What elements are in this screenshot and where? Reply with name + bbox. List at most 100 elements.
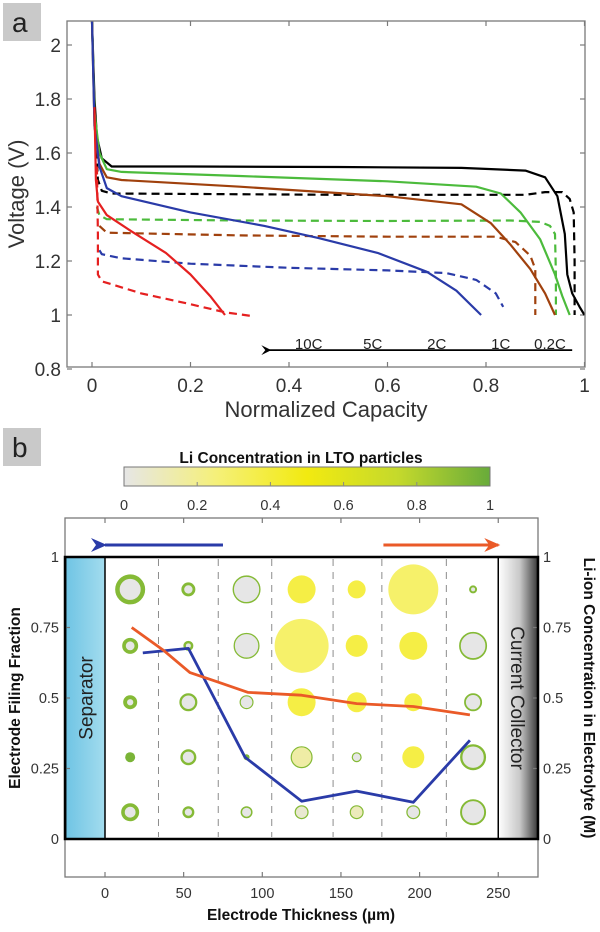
series-line-10c-dashed	[95, 166, 255, 318]
y-tick-label: 0.8	[35, 360, 61, 381]
x-tick-label: 0	[87, 376, 98, 397]
panel-a-label-box	[3, 3, 41, 41]
particle-core-shell	[349, 805, 364, 820]
panel-b-ticks: 0 50 100 150 200 250 0 0 0.25 0.25 0.5 0.5 0.75 0.75 1…	[31, 518, 571, 902]
x-tick-label: 0.4	[276, 376, 303, 397]
colorbar-tick-label: 0.4	[260, 498, 280, 514]
panel-b: b Li Concentration in LTO particles 0 0.2…	[3, 428, 597, 924]
series-line-5c-dashed	[98, 249, 505, 308]
panel-a-axes-box	[66, 20, 586, 368]
panel-b-ylabel-right: Li-ion Concentration in Electrolyte (M)	[580, 558, 597, 839]
particle-core-shell	[233, 632, 260, 659]
x-tick-label: 150	[329, 886, 353, 902]
series-line-0-2c-solid	[90, 20, 586, 316]
y-tick-label-left: 0.75	[31, 621, 59, 637]
series-line-10c-solid	[93, 107, 226, 316]
y-tick-label-right: 0.5	[543, 691, 563, 707]
panel-b-xlabel: Electrode Thickness (µm)	[207, 907, 395, 924]
y-tick-label-right: 0.75	[543, 621, 571, 637]
particle-core-shell	[464, 693, 483, 712]
particle-core-shell	[459, 631, 488, 660]
particle-core-shell	[232, 575, 261, 604]
particle-partially-lithiated	[274, 618, 329, 673]
particle-core-shell	[115, 574, 146, 605]
particle-core-shell	[179, 693, 198, 712]
y-tick-label: 1.6	[35, 144, 61, 165]
series-line-1c-dashed	[95, 206, 557, 315]
panel-a: a 0 0.2 0.4 0.6 0.8 1 0.8 1 1.2 1.4 1.6 1.8 2 Voltag…	[3, 3, 590, 422]
x-tick-label: 200	[407, 886, 431, 902]
colorbar-tick-label: 1	[486, 498, 494, 514]
concentration-line-orange	[130, 626, 471, 717]
colorbar	[123, 466, 491, 487]
rate-label: 10C	[295, 336, 323, 353]
particle-core-shell	[294, 805, 309, 820]
y-tick-label: 2	[50, 36, 61, 57]
particle-core-shell	[121, 803, 140, 822]
y-tick-label: 1.2	[35, 252, 61, 273]
series-line-1c-solid	[90, 20, 571, 316]
particle-partially-lithiated	[287, 575, 316, 604]
concentration-line-blue	[142, 647, 471, 804]
y-tick-label-left: 0.5	[39, 691, 59, 707]
colorbar-tick-label: 0	[120, 498, 128, 514]
colorbar-tick-label: 0.6	[334, 498, 354, 514]
y-tick-label-right: 0.25	[543, 762, 571, 778]
particle-core-shell	[290, 746, 313, 769]
colorbar-title: Li Concentration in LTO particles	[179, 450, 422, 467]
x-tick-label: 100	[250, 886, 274, 902]
particle-core-shell	[351, 752, 362, 763]
series-line-2c-dashed	[98, 225, 537, 315]
panel-b-regions: Separator Current Collector	[64, 556, 539, 840]
particle-partially-lithiated	[399, 631, 428, 660]
particle-partially-lithiated	[345, 634, 368, 657]
panel-b-ylabel-left: Electrode Filing Fraction	[7, 607, 24, 789]
x-tick-label: 0	[101, 886, 109, 902]
particle-core-shell	[123, 695, 138, 710]
particle-lithiated	[125, 752, 136, 763]
y-tick-label: 1.8	[35, 90, 61, 111]
particle-core-shell	[180, 749, 197, 766]
particle-partially-lithiated	[347, 580, 366, 599]
x-tick-label: 0.6	[374, 376, 400, 397]
particle-core-shell	[406, 805, 421, 820]
particle-core-shell	[122, 637, 139, 654]
colorbar-tick-label: 0.8	[407, 498, 427, 514]
particle-partially-lithiated	[388, 564, 439, 615]
rate-label: 0.2C	[534, 336, 566, 353]
particle-partially-lithiated	[287, 688, 316, 717]
panel-a-xlabel: Normalized Capacity	[225, 397, 428, 422]
particle-core-shell	[469, 585, 478, 594]
y-tick-label-left: 1	[51, 550, 59, 566]
series-line-5c-solid	[90, 20, 482, 316]
y-tick-label: 1	[50, 306, 61, 327]
panel-a-ylabel: Voltage (V)	[4, 140, 29, 249]
x-tick-label: 1	[579, 376, 590, 397]
current-collector-label: Current Collector	[506, 626, 527, 770]
panel-a-series	[90, 20, 586, 318]
electrode-box	[63, 555, 540, 841]
particle-core-shell	[239, 695, 254, 710]
y-tick-label-right: 0	[543, 832, 551, 848]
y-tick-label-left: 0.25	[31, 762, 59, 778]
panel-b-series	[130, 626, 471, 804]
particle-core-shell	[460, 744, 487, 771]
panel-b-label-box	[3, 428, 41, 466]
rate-label: 1C	[491, 336, 510, 353]
x-tick-label: 0.8	[473, 376, 499, 397]
x-tick-label: 50	[176, 886, 192, 902]
x-tick-label: 250	[486, 886, 510, 902]
particle-core-shell	[460, 799, 487, 826]
current-collector-region	[497, 556, 539, 840]
particle-core-shell	[182, 806, 195, 819]
colorbar-tick-label: 0.2	[187, 498, 207, 514]
y-tick-label-right: 1	[543, 550, 551, 566]
x-tick-label: 0.2	[177, 376, 203, 397]
y-tick-label: 1.4	[35, 198, 62, 219]
panel-b-label: b	[12, 432, 28, 463]
y-tick-label-left: 0	[51, 832, 59, 848]
rate-annotation: 10C 5C 2C 1C 0.2C	[261, 336, 573, 356]
panel-a-ticks: 0 0.2 0.4 0.6 0.8 1 0.8 1 1.2 1.4 1.6 1.8 2	[35, 21, 590, 397]
rate-label: 2C	[427, 336, 446, 353]
